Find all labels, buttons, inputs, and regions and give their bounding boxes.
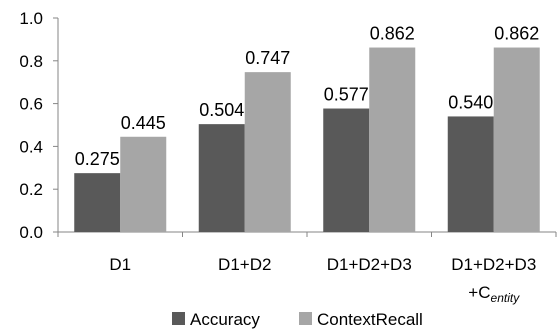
data-label-contextrecall-3: 0.862 (494, 24, 539, 44)
legend-swatch-accuracy (172, 312, 185, 325)
data-label-contextrecall-2: 0.862 (370, 24, 415, 44)
legend-label-contextrecall: ContextRecall (317, 310, 423, 329)
bar-contextrecall-2 (369, 47, 416, 233)
y-tick-label: 0.4 (19, 137, 43, 156)
category-label: D1+D2+D3 (327, 255, 412, 274)
y-tick-label: 0.2 (19, 180, 43, 199)
data-label-accuracy-3: 0.540 (448, 92, 493, 112)
category-label: D1+D2 (218, 255, 271, 274)
bar-accuracy-3 (447, 116, 494, 232)
bar-contextrecall-1 (244, 72, 291, 232)
data-label-contextrecall-0: 0.445 (121, 113, 166, 133)
bar-accuracy-0 (74, 173, 121, 232)
data-label-accuracy-2: 0.577 (324, 85, 369, 105)
data-label-contextrecall-1: 0.747 (245, 48, 290, 68)
legend-swatch-contextrecall (299, 312, 312, 325)
category-label: D1 (109, 255, 131, 274)
bars (74, 47, 540, 233)
data-label-accuracy-1: 0.504 (199, 100, 244, 120)
y-tick-label: 0.0 (19, 223, 43, 242)
bar-contextrecall-3 (493, 47, 540, 233)
category-label: D1+D2+D3 (451, 255, 536, 274)
y-tick-label: 0.8 (19, 52, 43, 71)
bar-accuracy-2 (323, 108, 370, 232)
legend: Accuracy ContextRecall (172, 310, 423, 329)
bar-accuracy-1 (198, 124, 245, 232)
y-tick-label: 0.6 (19, 95, 43, 114)
y-tick-label: 1.0 (19, 9, 43, 28)
legend-label-accuracy: Accuracy (190, 310, 260, 329)
category-label-line2: +Centity (468, 283, 520, 305)
bar-contextrecall-0 (120, 136, 167, 232)
category-labels: D1 D1+D2 D1+D2+D3 D1+D2+D3 +Centity (109, 255, 536, 305)
data-label-accuracy-0: 0.275 (75, 149, 120, 169)
category-label-subscript: entity (491, 291, 521, 305)
